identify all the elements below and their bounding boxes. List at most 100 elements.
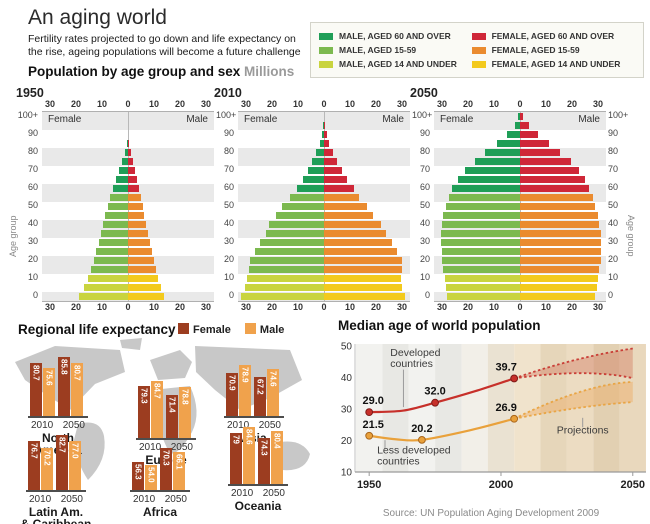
pyramid-bar-right — [324, 275, 401, 282]
year-label: 2050 — [258, 420, 281, 431]
male-swatch — [244, 323, 256, 334]
age-tick-label: 100+ — [608, 110, 629, 120]
pyramid-bar-right — [520, 122, 530, 129]
annotation-text: Developed — [390, 347, 440, 359]
pyramid-bar-right — [324, 140, 330, 147]
female-side-label: Female — [244, 114, 278, 125]
pyramid-bar-right — [128, 203, 143, 210]
pyramid-bar-right — [324, 221, 382, 228]
age-tick-label: 10 — [608, 272, 619, 282]
region-name-line: & Caribbean — [20, 517, 92, 524]
age-tick-label: 80 — [608, 146, 619, 156]
pyramid-bar-right — [324, 185, 354, 192]
age-tick-label: 60 — [419, 182, 430, 192]
pyramid-bar-left — [112, 185, 128, 192]
age-tick-label: 50 — [223, 200, 234, 210]
pyramid-heading-unit: Millions — [244, 64, 295, 79]
life-expectancy-bar: 80.4 — [271, 431, 283, 484]
baseline — [136, 438, 196, 440]
x-tick-label: 20 — [70, 302, 82, 312]
age-tick-label: 50 — [419, 200, 430, 210]
pyramid-bar-left — [312, 158, 324, 165]
pyramid-bar-left — [442, 257, 520, 264]
life-expectancy-bar: 78.9 — [239, 364, 251, 416]
x-tick-label: 0 — [125, 99, 131, 109]
x-tick-label: 30 — [240, 302, 252, 312]
pyramid-section-heading: Population by age group and sex Millions — [28, 64, 294, 79]
bar-value-label: 80.7 — [31, 364, 41, 381]
annotation-text: countries — [377, 456, 420, 468]
bar-value-label: 75.6 — [44, 370, 54, 386]
year-labels: 2010 2050 — [28, 494, 84, 505]
pyramid-bar-right — [520, 131, 539, 138]
pyramid-bar-left — [448, 194, 520, 201]
x-tick-label: 30 — [592, 99, 604, 109]
year-labels: 2010 2050 — [230, 488, 286, 499]
pyramid-bar-right — [128, 293, 165, 300]
pyramid-bar-left — [91, 266, 128, 273]
pyramid-bar-right — [324, 122, 326, 129]
region-group-oceania: 79 84.6 74.3 80.4 2010 2050 Oceania — [228, 414, 288, 512]
bar-value-label: 79.3 — [139, 388, 149, 404]
x-tick-label: 2000 — [489, 479, 513, 491]
year-label: 2050 — [60, 494, 83, 505]
age-tick-label: 80 — [419, 146, 430, 156]
population-pyramids: 1950 Age group 100+ 90 80 70 60 50 40 30 20 10 0 30 20… — [8, 86, 646, 318]
pyramid-bar-left — [440, 239, 520, 246]
female-60-swatch — [471, 32, 486, 40]
region-name: Latin Am. & Caribbean — [12, 506, 100, 524]
legend-item: MALE, AGED 15-59 — [319, 43, 472, 57]
x-tick-label: 20 — [70, 99, 82, 109]
pyramid-bar-right — [128, 149, 132, 156]
x-tick-label: 10 — [292, 302, 304, 312]
region-group-north: 80.775.685.880.720102050NorthAmerica — [28, 346, 88, 456]
male-14-under-swatch — [319, 60, 333, 68]
age-tick-label: 0 — [424, 290, 430, 300]
pyramid-bar-left — [443, 212, 520, 219]
median-age-chart: 50 40 30 20 10 1950 2000 2050 29.0 32.0 39.7 21.5 20… — [332, 336, 650, 513]
median-age-title: Median age of world population — [338, 318, 541, 333]
bar-value-label: 74.6 — [268, 371, 278, 387]
bar-value-label: 67.2 — [255, 378, 265, 395]
age-tick-label: 70 — [419, 164, 430, 174]
y-tick-label: 30 — [341, 405, 353, 416]
y-tick-label: 20 — [341, 436, 353, 447]
right-age-axis: 100+ 90 80 70 60 50 40 30 20 10 0 Age group — [606, 86, 636, 315]
x-axis-top: 30 20 10 0 10 20 30 — [434, 99, 606, 110]
bar-value-label: 70.9 — [227, 375, 237, 391]
legend-item: MALE, AGED 14 AND UNDER — [319, 57, 472, 71]
pyramid-bar-right — [324, 176, 348, 183]
pyramid-bar-left — [320, 140, 324, 147]
life-expectancy-bar: 71.4 — [166, 394, 178, 438]
decade-band — [514, 344, 541, 472]
age-tick-label: 10 — [223, 272, 234, 282]
x-tick-label: 30 — [396, 99, 408, 109]
age-tick-label: 0 — [32, 290, 38, 300]
life-expectancy-bar: 75.6 — [43, 368, 55, 416]
pyramid-bar-left — [447, 293, 520, 300]
age-tick-label: 70 — [223, 164, 234, 174]
decade-band — [356, 344, 383, 472]
bar-value-label: 85.8 — [59, 359, 69, 375]
life-expectancy-bar: 85.8 — [58, 357, 70, 416]
bar-value-label: 70.2 — [42, 449, 52, 466]
pyramid-bar-right — [128, 230, 148, 237]
pyramid-bar-left — [496, 140, 520, 147]
pyramid-bar-right — [324, 293, 405, 300]
x-tick-label: 30 — [200, 302, 212, 312]
year-label: 2050 — [262, 488, 285, 499]
y-tick-label: 10 — [341, 468, 353, 479]
data-point — [365, 408, 374, 417]
x-tick-label: 0 — [517, 302, 523, 312]
pyramid-bar-left — [474, 158, 520, 165]
bar-value-label: 76.7 — [29, 442, 39, 459]
x-tick-label: 30 — [436, 99, 448, 109]
legend-item-label: FEMALE, AGED 15-59 — [491, 45, 580, 55]
legend-item: FEMALE, AGED 14 AND UNDER — [471, 57, 635, 71]
pyramid-bar-left — [452, 185, 520, 192]
year-labels: 2010 2050 — [138, 442, 194, 453]
y-tick-label: 40 — [341, 373, 353, 384]
regional-legend-male: Male — [244, 323, 284, 336]
bar-value-label: 79 — [231, 434, 241, 444]
